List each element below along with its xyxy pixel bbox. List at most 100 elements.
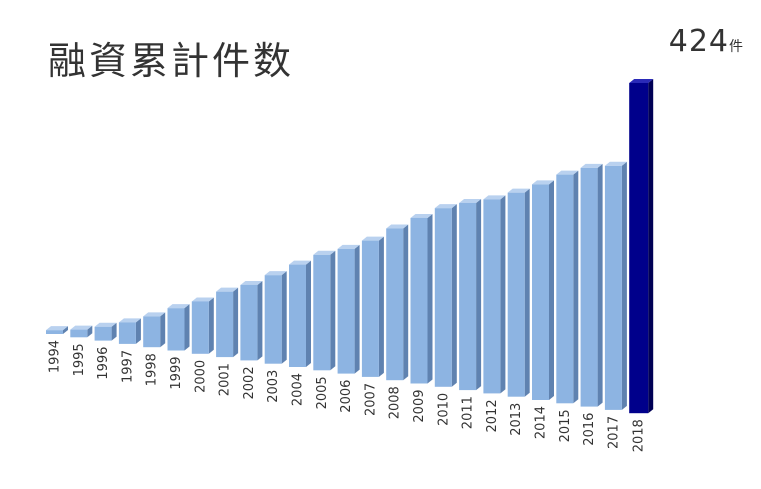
x-tick-label-2015: 2015 bbox=[558, 409, 573, 442]
total-count: 424件 bbox=[669, 24, 743, 59]
bar-1996 bbox=[94, 322, 117, 341]
bar-side-1999 bbox=[184, 304, 190, 351]
bar-2016 bbox=[580, 163, 603, 407]
bar-2003 bbox=[264, 271, 287, 364]
bar-top-2014 bbox=[532, 180, 554, 185]
bar-side-1998 bbox=[160, 312, 166, 348]
bar-2012 bbox=[483, 195, 506, 394]
bar-front-1995 bbox=[70, 329, 88, 338]
bar-2018 bbox=[629, 79, 654, 414]
total-count-unit: 件 bbox=[729, 39, 743, 55]
bar-top-1994 bbox=[46, 326, 68, 331]
bar-front-1994 bbox=[46, 330, 63, 334]
bar-front-2002 bbox=[240, 284, 258, 361]
bar-front-2007 bbox=[361, 240, 379, 377]
bar-front-2005 bbox=[313, 254, 331, 371]
bar-1998 bbox=[143, 312, 166, 348]
bar-top-2011 bbox=[459, 198, 482, 203]
bar-side-2006 bbox=[354, 244, 360, 374]
bar-top-1998 bbox=[143, 312, 166, 317]
bar-side-2003 bbox=[281, 271, 287, 364]
bar-front-2016 bbox=[580, 167, 598, 407]
bar-side-2016 bbox=[597, 163, 603, 407]
bar-side-1994 bbox=[63, 326, 68, 334]
bar-top-2001 bbox=[216, 287, 239, 292]
x-tick-label-2008: 2008 bbox=[388, 386, 403, 419]
bar-side-2012 bbox=[500, 195, 506, 394]
x-tick-label-2011: 2011 bbox=[461, 396, 476, 429]
bar-2011 bbox=[459, 198, 482, 391]
bar-front-2013 bbox=[507, 192, 525, 397]
bar-top-2005 bbox=[313, 250, 336, 255]
bar-top-2008 bbox=[386, 224, 409, 229]
bar-2004 bbox=[289, 260, 311, 367]
bar-front-2009 bbox=[410, 217, 428, 384]
bar-1999 bbox=[167, 304, 190, 351]
bar-2015 bbox=[556, 170, 579, 404]
bar-front-2012 bbox=[483, 199, 501, 394]
bar-side-2004 bbox=[306, 260, 311, 367]
bar-front-1998 bbox=[143, 316, 161, 348]
bar-side-2018 bbox=[648, 79, 654, 414]
x-tick-label-2016: 2016 bbox=[582, 413, 597, 446]
bar-front-2018 bbox=[629, 83, 649, 414]
bar-1997 bbox=[118, 318, 141, 344]
bar-side-2001 bbox=[233, 287, 239, 358]
bar-2009 bbox=[410, 213, 433, 384]
x-tick-label-2004: 2004 bbox=[291, 373, 306, 406]
bar-front-2010 bbox=[434, 208, 452, 387]
x-tick-label-1994: 1994 bbox=[48, 340, 63, 373]
bar-2005 bbox=[313, 250, 336, 371]
x-tick-label-2017: 2017 bbox=[606, 416, 621, 449]
bar-top-2000 bbox=[191, 297, 214, 302]
x-tick-label-2018: 2018 bbox=[632, 419, 647, 452]
bar-2013 bbox=[507, 188, 530, 397]
bar-side-2008 bbox=[403, 224, 409, 381]
chart-title: 融資累計件数 bbox=[48, 39, 295, 83]
bar-top-2003 bbox=[264, 271, 287, 276]
bar-side-2011 bbox=[476, 198, 482, 391]
bar-front-2017 bbox=[604, 165, 622, 410]
bar-front-2001 bbox=[216, 291, 234, 358]
bar-side-2010 bbox=[451, 204, 457, 387]
bar-front-2004 bbox=[289, 264, 306, 367]
bar-top-1995 bbox=[70, 325, 93, 330]
bar-1994 bbox=[46, 326, 68, 334]
bar-top-2016 bbox=[580, 163, 603, 168]
bar-side-2009 bbox=[427, 213, 433, 384]
x-tick-label-2006: 2006 bbox=[339, 380, 354, 413]
bar-top-1996 bbox=[94, 322, 117, 327]
bar-top-2002 bbox=[240, 280, 263, 285]
x-tick-label-2012: 2012 bbox=[485, 399, 500, 432]
x-tick-label-1995: 1995 bbox=[72, 343, 87, 376]
bar-side-2007 bbox=[378, 236, 384, 377]
bar-2000 bbox=[191, 297, 214, 354]
x-tick-label-2002: 2002 bbox=[242, 366, 257, 399]
bar-top-2007 bbox=[361, 236, 384, 241]
bar-2014 bbox=[532, 180, 554, 400]
bar-top-2017 bbox=[604, 161, 627, 166]
bar-top-2012 bbox=[483, 195, 506, 200]
bar-2017 bbox=[604, 161, 627, 410]
bar-side-2005 bbox=[330, 250, 336, 371]
bar-side-2017 bbox=[621, 161, 627, 410]
bar-front-2015 bbox=[556, 174, 574, 404]
bar-side-2013 bbox=[524, 188, 530, 397]
bar-side-1996 bbox=[111, 322, 117, 341]
x-tick-label-1999: 1999 bbox=[169, 357, 184, 390]
bar-2010 bbox=[434, 204, 457, 387]
bar-top-1997 bbox=[118, 318, 141, 323]
x-tick-label-1998: 1998 bbox=[145, 353, 160, 386]
x-tick-label-2013: 2013 bbox=[509, 403, 524, 436]
x-tick-label-2007: 2007 bbox=[363, 383, 378, 416]
tick-labels-group: 1994 1995 1996 1997 1998 1999 2000 2001 2002 2003… bbox=[48, 340, 647, 452]
bar-front-2011 bbox=[459, 202, 477, 391]
bar-front-2000 bbox=[191, 301, 209, 354]
bar-top-2015 bbox=[556, 170, 579, 175]
bar-top-2004 bbox=[289, 260, 311, 265]
bars-group bbox=[46, 79, 654, 414]
bar-top-1999 bbox=[167, 304, 190, 309]
x-tick-label-2014: 2014 bbox=[534, 406, 549, 439]
bar-front-1999 bbox=[167, 308, 185, 351]
x-tick-label-2010: 2010 bbox=[436, 393, 451, 426]
